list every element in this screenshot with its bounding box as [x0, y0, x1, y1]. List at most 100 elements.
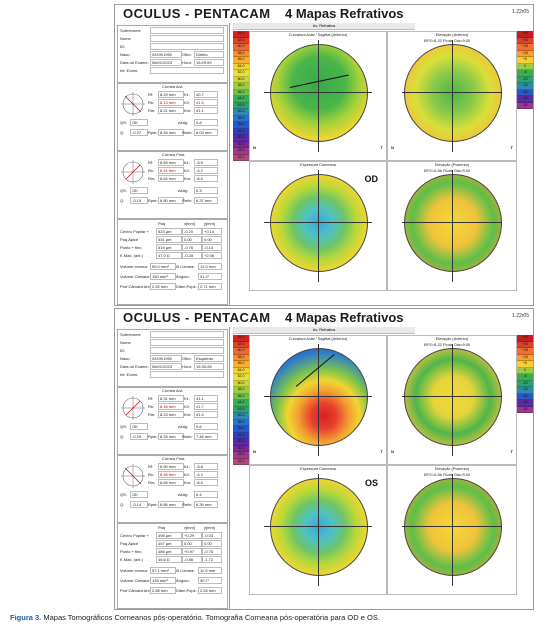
- exam-info-field[interactable]: [150, 371, 224, 378]
- ant-q-value: -0.29: [130, 433, 148, 440]
- ant-qs-value: OK: [130, 119, 148, 126]
- eye-label: Olho:: [182, 52, 192, 57]
- post-km-value: -6.0: [194, 175, 218, 182]
- map-label: Elevação (Anterior): [435, 33, 469, 37]
- ant-k2-value: 41.7: [194, 403, 218, 410]
- thinnest-x: +0.97: [182, 548, 202, 555]
- exam-info-field[interactable]: [150, 67, 224, 74]
- map-label: Elevação (Anterior): [435, 337, 469, 341]
- scale-step: -10: [517, 76, 533, 83]
- name-field[interactable]: [150, 35, 224, 42]
- kmax-label: K Max. (ant.): [120, 557, 143, 562]
- time-label: Hora:: [182, 364, 192, 369]
- posterior-elevation-map[interactable]: Elevação (Posterior) BFS=6.66 Float, Dia…: [387, 465, 517, 595]
- anterior-elevation-map[interactable]: Elevação (Anterior) BFS=8.22 Float, Dia=…: [387, 335, 517, 465]
- scale-step: +5: [517, 57, 533, 64]
- k2-label: K2:: [184, 472, 191, 477]
- nasal-label: N: [253, 145, 256, 150]
- cornea-diameter-label: Ø Córnea:: [176, 264, 195, 269]
- patient-info-box: Sobrenome Nome ID: Nasc.: 02/09/1992 Olh…: [117, 329, 228, 387]
- k2-label: K2:: [184, 404, 191, 409]
- apex-paq: 531 µm: [156, 236, 182, 243]
- kmax-x: -0.28: [182, 252, 202, 259]
- rmin-label: Rmin:: [182, 502, 193, 507]
- thickness-map[interactable]: Espessura Corneana OS: [249, 465, 387, 595]
- vertical-axis: [452, 40, 453, 152]
- elevation-disc: [404, 348, 502, 446]
- temporal-label: T: [510, 449, 513, 454]
- name-field[interactable]: [150, 339, 224, 346]
- scale-step: -30: [517, 102, 533, 109]
- id-field[interactable]: [150, 347, 224, 354]
- rf-label: Rf:: [148, 160, 154, 165]
- patient-panel: Sobrenome Nome ID: Nasc.: 02/09/1992 Olh…: [115, 23, 230, 305]
- scale-step: 54.0: [233, 367, 249, 374]
- apex-y: 0.00: [202, 540, 222, 547]
- time-field[interactable]: 15:30:28: [194, 363, 224, 370]
- qs-label: QS:: [120, 120, 127, 125]
- posterior-cornea-box: Córnea Post. Rf: 6.90 mm K1: -5.8 Rs: 6.…: [117, 455, 228, 523]
- curvature-disc: [270, 44, 368, 142]
- exam-info-label: Inf. Exam:: [120, 372, 139, 377]
- elevation-disc: [404, 174, 502, 272]
- bfs-label: BFS=8.22 Float, Dia=9.00: [424, 38, 471, 43]
- surname-field[interactable]: [150, 27, 224, 34]
- report-subtitle: 4 Mapas Refrativos: [285, 310, 404, 325]
- eye-field[interactable]: Esquerdo: [194, 355, 224, 362]
- scale-step: 58.0: [233, 50, 249, 57]
- scale-step: 48.0: [233, 83, 249, 90]
- axis-crosshair-icon: [121, 464, 145, 488]
- pupil-diameter-label: Diâm.Pupil.:: [176, 588, 198, 593]
- paq-header: Paq: [158, 525, 166, 530]
- scale-step: 46.0: [233, 393, 249, 400]
- ant-astig-value: 0.8: [194, 119, 218, 126]
- pachymetry-box: Paq x[mm] y[mm] Centro Pupilar + 495 µm …: [117, 523, 228, 609]
- time-field[interactable]: 15:29:59: [194, 59, 224, 66]
- qs-label: QS:: [120, 492, 127, 497]
- thickness-map[interactable]: Espessura Corneana OD: [249, 161, 387, 291]
- scale-step: 54.0: [233, 63, 249, 70]
- post-rper-value: 6.86 mm: [158, 501, 184, 508]
- scale-step: +20: [517, 37, 533, 44]
- volume-cornea-label: Volume córnea:: [120, 568, 148, 573]
- km-label: Km:: [184, 176, 192, 181]
- exam-date-field[interactable]: 06/01/2023: [150, 363, 182, 370]
- chamber-depth-value: 2.85 mm: [150, 587, 176, 594]
- q-label: Q:: [120, 130, 125, 135]
- birth-field[interactable]: 02/09/1992: [150, 51, 182, 58]
- x-header: x[mm]: [184, 525, 195, 530]
- thickness-disc: [270, 478, 368, 576]
- post-k1-value: -5.8: [194, 463, 218, 470]
- scale-step: -30: [517, 406, 533, 413]
- rm-label: Rm:: [148, 108, 156, 113]
- posterior-elevation-map[interactable]: Elevação (Posterior) BFS=6.66 Float, Dia…: [387, 161, 517, 291]
- volume-chamber-value: 150 mm³: [150, 273, 176, 280]
- version-label: 1.22r05: [512, 9, 529, 15]
- post-qs-value: OK: [130, 491, 148, 498]
- id-field[interactable]: [150, 43, 224, 50]
- kmax-value: 46.6 D: [156, 556, 182, 563]
- pupil-center-x: +0.29: [182, 532, 202, 539]
- scale-step: 62.0: [233, 37, 249, 44]
- vertical-axis: [318, 170, 319, 282]
- surname-field[interactable]: [150, 331, 224, 338]
- anterior-elevation-map[interactable]: Elevação (Anterior) BFS=8.22 Float, Dia=…: [387, 31, 517, 161]
- axial-curvature-map[interactable]: Curvatura Axial / Sagittal (Anterior) N …: [249, 31, 387, 161]
- scale-step: 26.0: [233, 458, 249, 465]
- apex-x: 0.00: [182, 236, 202, 243]
- patient-panel: Sobrenome Nome ID: Nasc.: 02/09/1992 Olh…: [115, 327, 230, 609]
- figure-number: Figura 3.: [10, 613, 42, 622]
- caption-text: Mapas Tomográficos Corneanos pós-operató…: [41, 613, 380, 622]
- exam-date-field[interactable]: 06/01/2023: [150, 59, 182, 66]
- scale-step: 58.0: [233, 354, 249, 361]
- scale-step: 34.0: [233, 128, 249, 135]
- birth-field[interactable]: 02/09/1992: [150, 355, 182, 362]
- post-astig-value: 0.4: [194, 491, 218, 498]
- nasal-label: N: [391, 145, 394, 150]
- eye-field[interactable]: Direito: [194, 51, 224, 58]
- post-rmin-value: 6.37 mm: [194, 197, 218, 204]
- scale-step: 42.0: [233, 102, 249, 109]
- scale-step: 52.0: [233, 374, 249, 381]
- ant-k1-value: 40.7: [194, 91, 218, 98]
- axial-curvature-map[interactable]: Curvatura Axial / Sagittal (Anterior) N …: [249, 335, 387, 465]
